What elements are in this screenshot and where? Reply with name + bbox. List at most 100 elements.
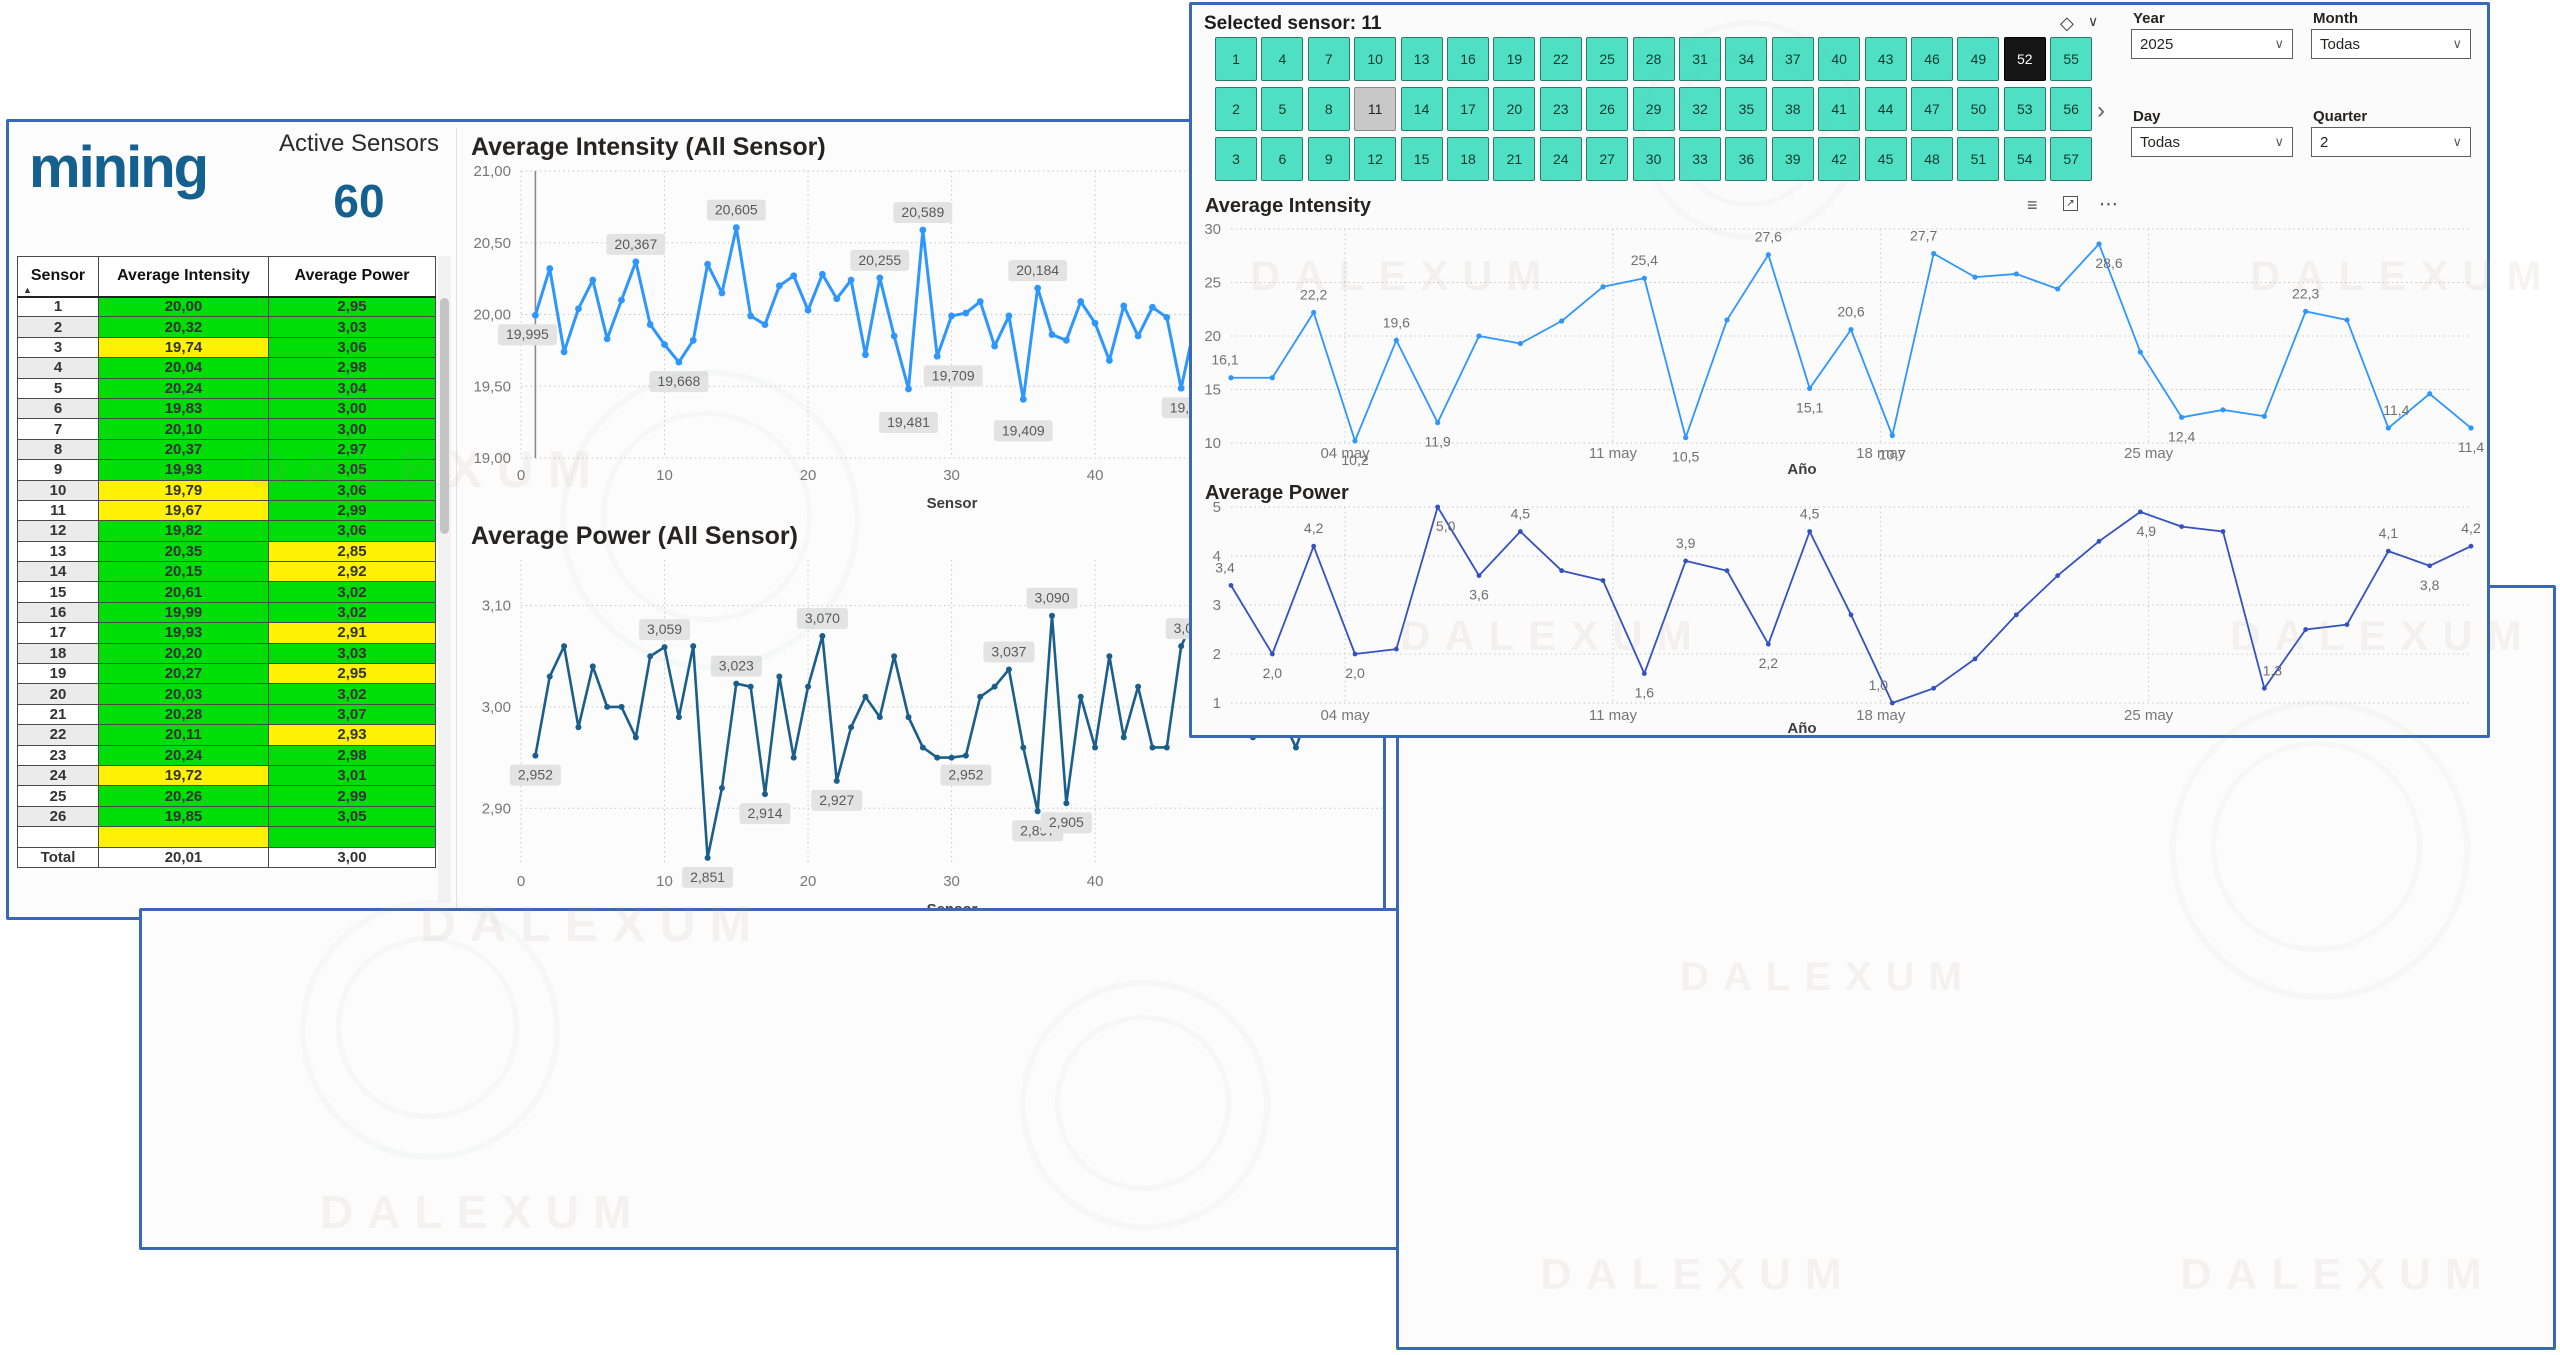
sensor-button-6[interactable]: 6	[1261, 137, 1304, 181]
sensor-button-26[interactable]: 26	[1586, 87, 1629, 131]
sensor-table-body[interactable]: 1 20,00 2,95 2 20,32 3,03 3 19,74 3,06 4 20,04 2,98…	[17, 295, 436, 848]
cell-sensor[interactable]: 14	[17, 561, 99, 583]
sensor-button-32[interactable]: 32	[1679, 87, 1721, 131]
sensor-button-34[interactable]: 34	[1725, 37, 1768, 81]
sensor-button-49[interactable]: 49	[1957, 37, 2000, 81]
table-row[interactable]: 12 19,82 3,06	[17, 520, 436, 542]
sensor-button-29[interactable]: 29	[1632, 87, 1675, 131]
cell-power[interactable]: 3,03	[268, 642, 436, 665]
cell-intensity[interactable]: 19,72	[98, 764, 269, 787]
cell-sensor[interactable]: 17	[17, 622, 99, 644]
cell-power[interactable]: 3,01	[268, 764, 436, 787]
cell-sensor[interactable]: 5	[17, 377, 99, 399]
sensor-button-5[interactable]: 5	[1261, 87, 1304, 131]
sensor-button-4[interactable]: 4	[1261, 37, 1304, 81]
sensor-button-55[interactable]: 55	[2050, 37, 2093, 81]
table-row[interactable]: 23 20,24 2,98	[17, 744, 436, 766]
cell-sensor[interactable]: 25	[17, 785, 99, 807]
table-row[interactable]: 8 20,37 2,97	[17, 438, 436, 461]
cell-intensity[interactable]: 19,79	[98, 479, 269, 501]
cell-power[interactable]: 3,04	[268, 377, 436, 399]
table-scrollbar-thumb[interactable]	[440, 298, 449, 534]
sensor-button-20[interactable]: 20	[1493, 87, 1536, 131]
grid-next-icon[interactable]: ›	[2097, 97, 2105, 124]
cell-intensity[interactable]: 20,61	[98, 581, 269, 603]
cell-power[interactable]: 3,02	[268, 683, 436, 705]
cell-sensor[interactable]: 8	[17, 438, 99, 461]
sensor-button-17[interactable]: 17	[1447, 87, 1489, 131]
cell-power[interactable]: 3,03	[268, 316, 436, 338]
cell-intensity[interactable]: 20,24	[98, 377, 269, 399]
cell-intensity[interactable]: 20,10	[98, 418, 269, 440]
sensor-button-48[interactable]: 48	[1911, 137, 1953, 181]
focus-mode-icon[interactable]: ↗	[2063, 196, 2078, 211]
sensor-table-header[interactable]: Sensor ▲ Average Intensity Average Power	[17, 256, 436, 298]
cell-intensity[interactable]: 19,67	[98, 499, 269, 522]
table-row[interactable]: 6 19,83 3,00	[17, 397, 436, 420]
sensor-button-52[interactable]: 52	[2003, 37, 2046, 81]
cell-sensor[interactable]: 3	[17, 336, 99, 359]
table-row[interactable]: 7 20,10 3,00	[17, 418, 436, 440]
cell-intensity[interactable]: 19,82	[98, 520, 269, 542]
cell-intensity[interactable]: 20,28	[98, 703, 269, 726]
sensor-button-10[interactable]: 10	[1354, 37, 1397, 81]
table-row[interactable]: 20 20,03 3,02	[17, 683, 436, 705]
sensor-button-42[interactable]: 42	[1818, 137, 1861, 181]
table-row[interactable]: 21 20,28 3,07	[17, 703, 436, 726]
sensor-button-21[interactable]: 21	[1493, 137, 1536, 181]
eraser-icon[interactable]: ◇	[2060, 13, 2074, 33]
table-row[interactable]: 2 20,32 3,03	[17, 316, 436, 338]
year-filter-select[interactable]: 2025 ∨	[2131, 29, 2293, 59]
cell-power[interactable]: 2,92	[268, 561, 436, 583]
cell-sensor[interactable]: 12	[17, 520, 99, 542]
table-row[interactable]: 26 19,85 3,05	[17, 805, 436, 828]
cell-power[interactable]: 3,07	[268, 703, 436, 726]
cell-power[interactable]: 2,95	[268, 663, 436, 685]
cell-sensor[interactable]: 13	[17, 540, 99, 563]
cell-sensor[interactable]: 16	[17, 601, 99, 624]
sensor-button-27[interactable]: 27	[1586, 137, 1629, 181]
cell-sensor[interactable]: 21	[17, 703, 99, 726]
sensor-button-46[interactable]: 46	[1911, 37, 1953, 81]
cell-power[interactable]: 3,06	[268, 520, 436, 542]
sensor-button-37[interactable]: 37	[1771, 37, 1814, 81]
table-row[interactable]: 3 19,74 3,06	[17, 336, 436, 359]
table-row[interactable]: 17 19,93 2,91	[17, 622, 436, 644]
cell-intensity[interactable]: 19,83	[98, 397, 269, 420]
cell-sensor[interactable]: 19	[17, 663, 99, 685]
sensor-button-40[interactable]: 40	[1818, 37, 1861, 81]
sensor-button-14[interactable]: 14	[1400, 87, 1443, 131]
cell-intensity[interactable]: 20,32	[98, 316, 269, 338]
sensor-button-22[interactable]: 22	[1539, 37, 1582, 81]
table-row[interactable]: 5 20,24 3,04	[17, 377, 436, 399]
cell-power[interactable]: 2,95	[268, 295, 436, 318]
sensor-button-16[interactable]: 16	[1447, 37, 1489, 81]
column-header-sensor[interactable]: Sensor ▲	[17, 256, 99, 298]
sensor-button-50[interactable]: 50	[1957, 87, 2000, 131]
cell-sensor[interactable]: 1	[17, 295, 99, 318]
month-filter-select[interactable]: Todas ∨	[2311, 29, 2471, 59]
cell-sensor[interactable]: 6	[17, 397, 99, 420]
sensor-button-2[interactable]: 2	[1215, 87, 1257, 131]
sensor-button-13[interactable]: 13	[1400, 37, 1443, 81]
cell-intensity[interactable]: 20,15	[98, 561, 269, 583]
cell-intensity[interactable]: 20,03	[98, 683, 269, 705]
sensor-button-53[interactable]: 53	[2003, 87, 2046, 131]
sensor-button-51[interactable]: 51	[1957, 137, 2000, 181]
cell-intensity[interactable]: 19,85	[98, 805, 269, 828]
table-row[interactable]: 19 20,27 2,95	[17, 663, 436, 685]
sensor-button-9[interactable]: 9	[1307, 137, 1350, 181]
cell-power[interactable]: 3,02	[268, 601, 436, 624]
cell-intensity[interactable]: 20,04	[98, 357, 269, 379]
cell-power[interactable]: 3,00	[268, 418, 436, 440]
cell-power[interactable]: 2,97	[268, 438, 436, 461]
cell-sensor[interactable]: 2	[17, 316, 99, 338]
sensor-button-44[interactable]: 44	[1864, 87, 1907, 131]
table-row[interactable]: 18 20,20 3,03	[17, 642, 436, 665]
table-row[interactable]: 9 19,93 3,05	[17, 459, 436, 481]
sensor-button-3[interactable]: 3	[1215, 137, 1257, 181]
cell-sensor[interactable]: 7	[17, 418, 99, 440]
sensor-button-30[interactable]: 30	[1632, 137, 1675, 181]
cell-sensor[interactable]: 23	[17, 744, 99, 766]
quarter-filter-select[interactable]: 2 ∨	[2311, 127, 2471, 157]
